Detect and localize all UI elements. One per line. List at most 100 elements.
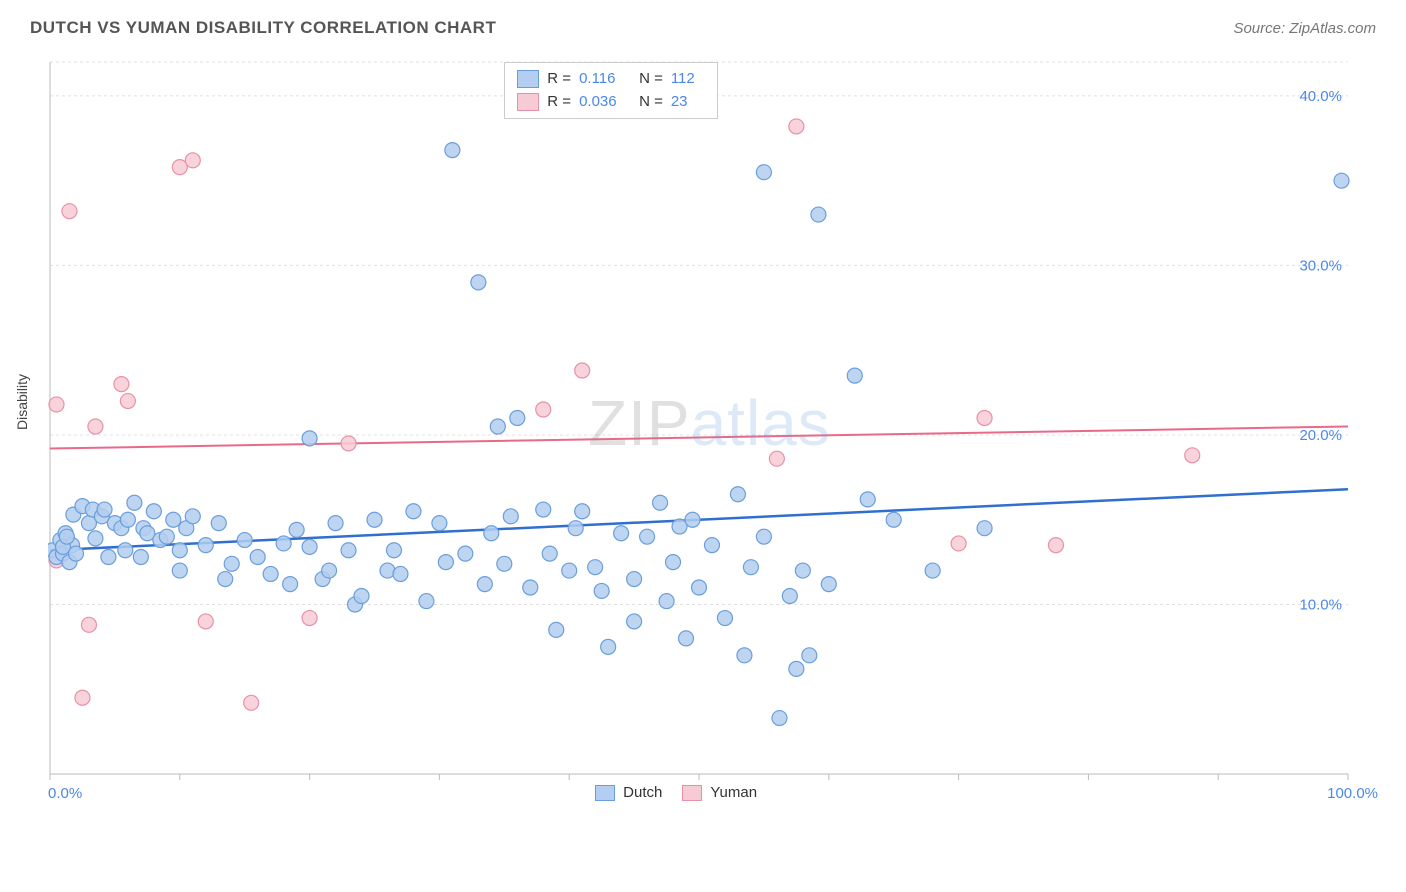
yuman-point (341, 436, 356, 451)
legend-swatch (682, 785, 702, 801)
dutch-point (659, 594, 674, 609)
dutch-point (704, 538, 719, 553)
dutch-point (471, 275, 486, 290)
r-label: R = (547, 91, 571, 114)
dutch-point (322, 563, 337, 578)
dutch-point (925, 563, 940, 578)
dutch-point (283, 577, 298, 592)
dutch-point (68, 546, 83, 561)
legend-swatch (517, 70, 539, 88)
dutch-point (224, 556, 239, 571)
scatter-plot-svg: 10.0%20.0%30.0%40.0%0.0%100.0% (48, 56, 1384, 814)
dutch-point (302, 539, 317, 554)
yuman-point (114, 377, 129, 392)
bottom-legend-item-dutch: Dutch (595, 782, 662, 805)
dutch-point (542, 546, 557, 561)
dutch-point (198, 538, 213, 553)
dutch-point (328, 516, 343, 531)
dutch-point (692, 580, 707, 595)
dutch-point (289, 522, 304, 537)
dutch-point (354, 589, 369, 604)
dutch-point (386, 543, 401, 558)
n-value: 112 (671, 68, 705, 91)
dutch-point (575, 504, 590, 519)
source-label: Source: ZipAtlas.com (1233, 20, 1376, 37)
dutch-point (717, 611, 732, 626)
chart-header: DUTCH VS YUMAN DISABILITY CORRELATION CH… (0, 0, 1406, 48)
dutch-point (685, 512, 700, 527)
dutch-point (490, 419, 505, 434)
dutch-point (250, 550, 265, 565)
series-legend: Dutch Yuman (595, 782, 757, 805)
dutch-point (627, 614, 642, 629)
dutch-point (756, 165, 771, 180)
dutch-point (406, 504, 421, 519)
dutch-point (653, 495, 668, 510)
dutch-point (568, 521, 583, 536)
dutch-point (445, 143, 460, 158)
y-tick-label: 30.0% (1299, 257, 1342, 274)
yuman-point (81, 617, 96, 632)
dutch-point (484, 526, 499, 541)
dutch-point (367, 512, 382, 527)
dutch-point (977, 521, 992, 536)
dutch-point (118, 543, 133, 558)
dutch-point (1334, 173, 1349, 188)
dutch-point (185, 509, 200, 524)
legend-swatch (595, 785, 615, 801)
legend-swatch (517, 93, 539, 111)
chart-title: DUTCH VS YUMAN DISABILITY CORRELATION CH… (30, 18, 496, 38)
dutch-point (237, 533, 252, 548)
dutch-point (789, 661, 804, 676)
dutch-point (503, 509, 518, 524)
dutch-point (594, 583, 609, 598)
yuman-point (789, 119, 804, 134)
yuman-point (120, 394, 135, 409)
dutch-point (510, 411, 525, 426)
dutch-point (782, 589, 797, 604)
dutch-point (802, 648, 817, 663)
dutch-point (88, 531, 103, 546)
legend-label: Yuman (710, 782, 757, 805)
x-tick-label: 100.0% (1327, 785, 1378, 802)
yuman-point (302, 611, 317, 626)
x-tick-label: 0.0% (48, 785, 82, 802)
yuman-point (185, 153, 200, 168)
n-label: N = (639, 68, 663, 91)
dutch-point (263, 566, 278, 581)
yuman-point (951, 536, 966, 551)
yuman-point (198, 614, 213, 629)
dutch-point (523, 580, 538, 595)
dutch-point (536, 502, 551, 517)
dutch-point (614, 526, 629, 541)
dutch-point (627, 572, 642, 587)
n-label: N = (639, 91, 663, 114)
dutch-point (432, 516, 447, 531)
y-tick-label: 10.0% (1299, 596, 1342, 613)
y-tick-label: 20.0% (1299, 427, 1342, 444)
yuman-point (1048, 538, 1063, 553)
dutch-point (860, 492, 875, 507)
n-value: 23 (671, 91, 705, 114)
dutch-point (101, 550, 116, 565)
dutch-point (393, 566, 408, 581)
dutch-point (562, 563, 577, 578)
yuman-point (88, 419, 103, 434)
yuman-point (575, 363, 590, 378)
stats-legend-box: R =0.116N =112R =0.036N =23 (504, 62, 718, 119)
dutch-point (159, 529, 174, 544)
dutch-point (438, 555, 453, 570)
dutch-point (772, 711, 787, 726)
dutch-point (133, 550, 148, 565)
dutch-point (679, 631, 694, 646)
r-value: 0.116 (579, 68, 631, 91)
dutch-point (97, 502, 112, 517)
dutch-point (458, 546, 473, 561)
chart-area: 10.0%20.0%30.0%40.0%0.0%100.0% R =0.116N… (48, 56, 1384, 814)
dutch-point (477, 577, 492, 592)
dutch-point (276, 536, 291, 551)
dutch-point (886, 512, 901, 527)
yuman-trend-line (50, 426, 1348, 448)
y-axis-title-wrap: Disability (14, 374, 32, 430)
dutch-point (127, 495, 142, 510)
